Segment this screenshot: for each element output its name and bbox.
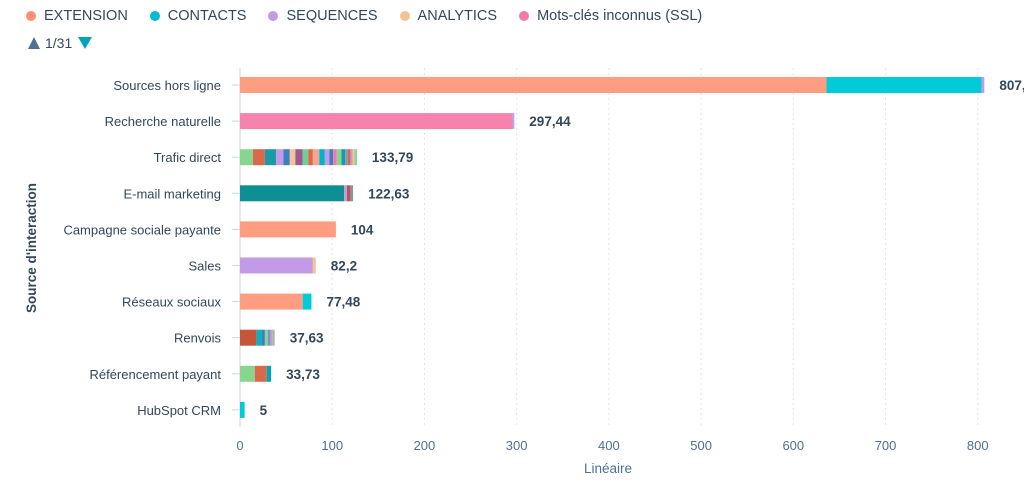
- bar-segment: [346, 185, 351, 202]
- category-label: Campagne sociale payante: [63, 222, 221, 237]
- bar-segment: [240, 185, 345, 202]
- bar-segment: [261, 329, 265, 346]
- legend-item-ssl-keywords[interactable]: Mots-clés inconnus (SSL): [519, 8, 702, 24]
- x-tick-label: 600: [782, 438, 804, 453]
- bar-segment: [981, 77, 985, 93]
- bar-segment: [240, 221, 336, 238]
- bar-segment: [267, 329, 271, 346]
- x-tick-label: 200: [414, 438, 436, 453]
- legend-dot: [26, 11, 36, 21]
- x-tick-label: 0: [236, 438, 243, 453]
- bar-segment: [264, 329, 268, 346]
- x-tick-label: 500: [690, 438, 712, 453]
- x-tick-label: 700: [875, 438, 897, 453]
- bar-segment: [256, 329, 262, 346]
- bar-segment: [252, 149, 265, 166]
- legend-item-contacts[interactable]: CONTACTS: [149, 8, 247, 24]
- bar-segment: [512, 113, 515, 130]
- chart-legend: EXTENSION CONTACTS SEQUENCES ANALYTICS M…: [26, 8, 724, 24]
- bar-total-label: 33,73: [286, 367, 320, 382]
- bar-segment: [266, 365, 272, 382]
- bar-segment: [344, 185, 347, 202]
- category-label: Trafic direct: [154, 150, 222, 165]
- bar-segment: [312, 257, 316, 274]
- bar-segment: [254, 365, 267, 382]
- bar-segment: [275, 149, 284, 166]
- bar-segment: [240, 329, 257, 346]
- bar-segment: [264, 149, 276, 166]
- bar-segment: [324, 149, 330, 166]
- page-up-arrow-icon[interactable]: [28, 37, 40, 49]
- bar-segment: [308, 149, 313, 166]
- x-tick-label: 300: [506, 438, 528, 453]
- bar-segment: [240, 257, 313, 274]
- legend-label: SEQUENCES: [286, 8, 378, 24]
- category-label: Référencement payant: [89, 367, 221, 382]
- x-tick-label: 400: [598, 438, 620, 453]
- category-label: Réseaux sociaux: [122, 295, 221, 310]
- legend-dot: [268, 11, 279, 21]
- bar-segment: [240, 77, 827, 93]
- bar-total-label: 82,2: [331, 259, 357, 274]
- bar-total-label: 297,44: [529, 114, 571, 129]
- bar-segment: [350, 149, 353, 166]
- legend-dot: [519, 11, 530, 21]
- bar-segment: [333, 149, 337, 166]
- legend-label: EXTENSION: [44, 8, 128, 24]
- legend-item-analytics[interactable]: ANALYTICS: [399, 8, 498, 24]
- bar-segment: [336, 149, 342, 166]
- bar-total-label: 37,63: [290, 331, 324, 346]
- x-tick-label: 800: [967, 438, 989, 453]
- legend-dot: [399, 11, 410, 21]
- bar-segment: [240, 365, 255, 382]
- bar-segment: [302, 149, 309, 166]
- bar-segment: [283, 149, 290, 166]
- bar-segment: [329, 149, 334, 166]
- bar-segment: [240, 149, 253, 166]
- bar-segment: [350, 185, 354, 202]
- legend-label: ANALYTICS: [417, 8, 498, 24]
- legend-label: Mots-clés inconnus (SSL): [537, 8, 703, 24]
- category-label: Renvois: [174, 331, 221, 346]
- bar-total-label: 807,13: [999, 78, 1024, 93]
- bar-segment: [312, 149, 320, 166]
- y-axis-title: Source d'interaction: [24, 183, 39, 313]
- category-label: Recherche naturelle: [105, 114, 221, 129]
- bar-segment: [354, 149, 357, 166]
- bar-segment: [270, 329, 273, 346]
- category-label: HubSpot CRM: [137, 403, 221, 418]
- bar-total-label: 5: [260, 403, 268, 418]
- legend-item-sequences[interactable]: SEQUENCES: [268, 8, 378, 24]
- bar-segment: [289, 149, 296, 166]
- bar-segment: [352, 149, 355, 166]
- x-tick-label: 100: [321, 438, 343, 453]
- legend-dot: [149, 11, 160, 21]
- bar-segment: [302, 293, 312, 310]
- bar-segment: [341, 149, 346, 166]
- category-label: Sales: [188, 259, 221, 274]
- bar-total-label: 77,48: [326, 295, 360, 310]
- page-indicator: 1/31: [45, 35, 73, 51]
- bar-segment: [319, 149, 325, 166]
- bar-segment: [240, 401, 245, 418]
- bar-total-label: 133,79: [372, 150, 413, 165]
- bar-segment: [347, 149, 351, 166]
- x-axis-title: Linéaire: [584, 461, 632, 476]
- bar-segment: [345, 149, 348, 166]
- legend-label: CONTACTS: [167, 8, 247, 24]
- bar-segment: [826, 77, 982, 93]
- bar-total-label: 104: [351, 222, 374, 237]
- bar-total-label: 122,63: [368, 186, 410, 201]
- page-down-arrow-icon[interactable]: [78, 37, 93, 49]
- bar-segment: [295, 149, 303, 166]
- category-label: Sources hors ligne: [113, 78, 221, 93]
- legend-item-extension[interactable]: EXTENSION: [26, 8, 128, 24]
- bar-segment: [240, 113, 513, 130]
- bar-segment: [240, 293, 303, 310]
- bar-segment: [272, 329, 275, 346]
- category-label: E-mail marketing: [123, 186, 221, 201]
- legend-pager: 1/31: [28, 35, 93, 51]
